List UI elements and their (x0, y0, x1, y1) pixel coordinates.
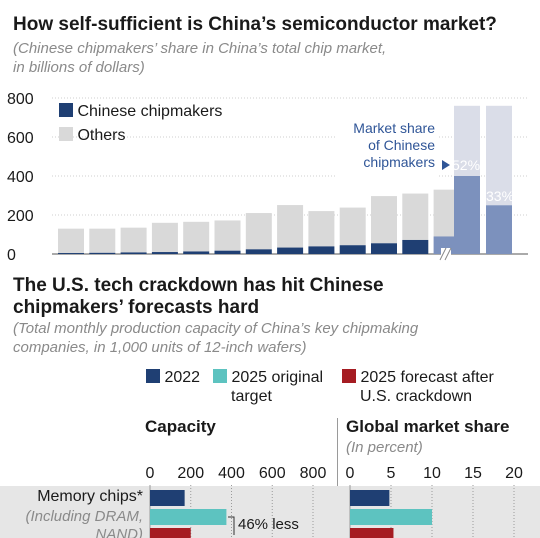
share-label-b: 33% (486, 188, 515, 204)
capacity-header: Capacity (145, 417, 216, 436)
legend-label-chinese: Chinese chipmakers (77, 103, 223, 120)
memory-chips-sublabel: (Including DRAM, (25, 508, 143, 525)
y-tick-label: 400 (7, 169, 34, 186)
bar-2022 (350, 490, 390, 506)
bar-others (486, 105, 512, 206)
bar-2025-target (150, 509, 227, 525)
legend-swatch-2025-forecast (342, 369, 356, 383)
callout-arrow-icon (442, 160, 450, 170)
bar-2022 (150, 490, 185, 506)
legend-item-chinese: Chinese chipmakers (59, 103, 222, 121)
axis-break-marker (439, 247, 452, 261)
legend-item-2025-forecast: 2025 forecast after (342, 369, 494, 387)
bar-others (151, 222, 178, 253)
bar-others (183, 221, 210, 252)
x-tick-label: 400 (218, 465, 245, 482)
bottom-chart-title-2: chipmakers’ forecasts hard (13, 297, 260, 318)
y-tick-label: 200 (7, 208, 34, 225)
bar-chinese (277, 247, 304, 254)
legend-item-others: Others (59, 127, 125, 145)
bar-chinese (151, 252, 178, 254)
bar-others (214, 220, 241, 251)
bar-chinese (89, 252, 116, 254)
market-share-header: Global market share (346, 417, 510, 436)
y-tick-label: 0 (7, 247, 16, 264)
bar-chinese (402, 239, 429, 254)
legend-label-2025-target-1: 2025 original (231, 369, 324, 386)
bar-others (120, 227, 147, 253)
memory-chips-row-band (0, 486, 540, 538)
x-tick-label: 10 (423, 465, 441, 482)
bar-chinese (371, 243, 397, 254)
reduction-bracket (228, 516, 235, 535)
y-tick-label: 800 (7, 91, 34, 108)
bottom-chart-svg: 0 200 400 600 800 0 5 10 15 20 (146, 465, 523, 538)
memory-chips-sublabel-2: NAND) (95, 526, 144, 538)
legend-item-2022: 2022 (146, 369, 200, 387)
bar-others (308, 211, 335, 247)
bar-others (454, 105, 480, 176)
x-tick-label: 200 (177, 465, 204, 482)
bar-others (89, 228, 116, 253)
bar-others (339, 207, 366, 246)
bar-others (371, 196, 397, 244)
x-tick-label: 20 (505, 465, 523, 482)
x-tick-label: 0 (146, 465, 155, 482)
legend-swatch-chinese (59, 103, 73, 117)
market-share-callout: Market share of Chinese chipmakers (335, 116, 439, 178)
x-tick-label: 600 (259, 465, 286, 482)
top-chart-subtitle-2: in billions of dollars) (13, 59, 145, 76)
x-tick-label: 0 (346, 465, 355, 482)
bottom-chart-subtitle-1: (Total monthly production capacity of Ch… (13, 320, 419, 337)
legend-swatch-others (59, 127, 73, 141)
x-tick-label: 800 (300, 465, 327, 482)
callout-line-2: of Chinese (368, 137, 435, 153)
x-tick-label: 15 (464, 465, 482, 482)
bar-chinese (183, 251, 210, 254)
bar-chinese (308, 246, 335, 254)
bar-chinese (433, 236, 460, 254)
top-chart-svg: 0 200 400 600 800 (7, 91, 528, 264)
legend-label-2022: 2022 (164, 369, 201, 386)
x-tick-label: 5 (387, 465, 396, 482)
bottom-chart-subtitle-2: companies, in 1,000 units of 12-inch waf… (13, 339, 307, 356)
y-tick-label: 600 (7, 130, 34, 147)
top-chart-title: How self-sufficient is China’s semicondu… (13, 14, 497, 35)
bar-chinese (486, 205, 512, 254)
callout-line-3: chipmakers (363, 154, 435, 170)
legend-swatch-2025-target (213, 369, 227, 383)
reduction-annotation: 46% less (238, 516, 299, 533)
bar-chinese (120, 252, 147, 254)
bar-2025-forecast (150, 528, 191, 538)
callout-line-1: Market share (353, 120, 435, 136)
bar-chinese (339, 245, 366, 254)
legend-label-others: Others (77, 127, 126, 144)
panel-divider (337, 418, 338, 538)
legend-label-2025-forecast-2: U.S. crackdown (360, 388, 473, 405)
bar-2025-forecast (350, 528, 394, 538)
bar-others (58, 228, 84, 254)
market-share-unit: (In percent) (346, 439, 423, 456)
bottom-chart-title-1: The U.S. tech crackdown has hit Chinese (13, 275, 384, 296)
share-label-a: 52% (452, 157, 481, 173)
bar-others (402, 193, 429, 240)
bar-chinese (245, 249, 272, 254)
bar-2025-target (350, 509, 432, 525)
memory-chips-label: Memory chips* (37, 488, 143, 505)
bar-others (277, 205, 304, 248)
legend-swatch-2022 (146, 369, 160, 383)
legend-item-2025-target: 2025 original (213, 369, 323, 387)
legend-label-2025-target-2: target (231, 388, 272, 405)
bar-chinese (214, 250, 241, 254)
bar-chinese (454, 176, 480, 254)
legend-label-2025-forecast-1: 2025 forecast after (360, 369, 494, 386)
bar-others (245, 213, 272, 250)
top-chart-subtitle-1: (Chinese chipmakers’ share in China’s to… (13, 40, 387, 57)
bar-chinese (58, 253, 84, 254)
